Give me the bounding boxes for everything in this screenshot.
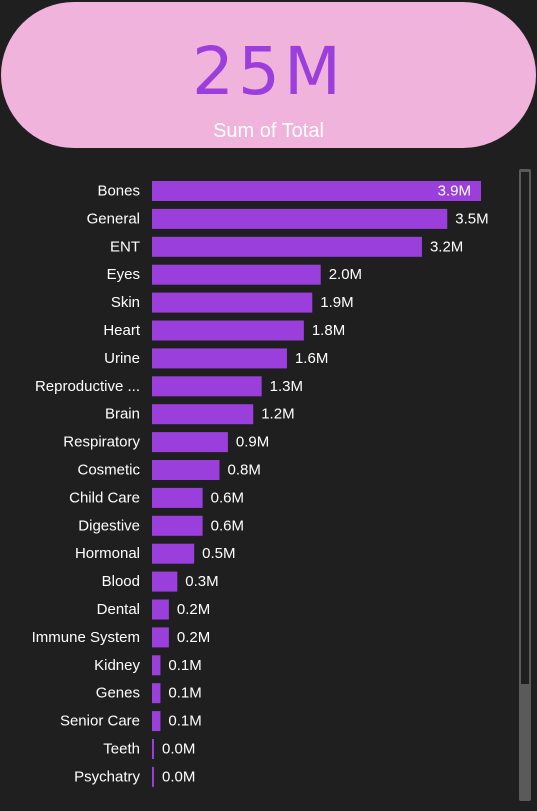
category-label: Immune System bbox=[32, 629, 140, 646]
bar[interactable] bbox=[152, 627, 169, 648]
value-label: 0.6M bbox=[211, 517, 244, 534]
bar-chart-container: Bones 3.9M General 3.5M ENT 3.2M Eyes 2.0M Skin 1… bbox=[0, 165, 537, 807]
category-label: Digestive bbox=[78, 517, 140, 534]
bar[interactable] bbox=[152, 264, 321, 285]
category-label: Reproductive ... bbox=[35, 378, 140, 395]
bar[interactable] bbox=[152, 683, 161, 704]
bar[interactable] bbox=[152, 711, 161, 732]
value-label: 1.3M bbox=[270, 378, 303, 395]
category-label: Hormonal bbox=[75, 545, 140, 562]
value-label: 0.5M bbox=[202, 545, 235, 562]
value-label: 0.0M bbox=[162, 741, 195, 758]
category-label: Senior Care bbox=[60, 713, 140, 730]
value-label: 3.2M bbox=[430, 238, 463, 255]
bar-chart: Bones 3.9M General 3.5M ENT 3.2M Eyes 2.0M Skin 1… bbox=[32, 181, 489, 787]
bar[interactable] bbox=[152, 376, 262, 397]
bar[interactable] bbox=[152, 181, 481, 201]
value-label: 0.2M bbox=[177, 629, 210, 646]
bar[interactable] bbox=[152, 432, 228, 453]
category-label: Heart bbox=[103, 322, 141, 339]
category-label: Skin bbox=[111, 294, 140, 311]
category-label: ENT bbox=[110, 238, 140, 255]
category-label: Blood bbox=[102, 573, 140, 590]
bar[interactable] bbox=[152, 515, 203, 536]
bar[interactable] bbox=[152, 292, 313, 313]
category-label: Respiratory bbox=[63, 434, 140, 451]
bar[interactable] bbox=[152, 487, 203, 508]
category-label: Cosmetic bbox=[77, 462, 140, 479]
value-label: 0.8M bbox=[227, 462, 260, 479]
bar[interactable] bbox=[152, 599, 169, 620]
category-label: Psychatry bbox=[74, 768, 140, 785]
scrollbar-thumb[interactable] bbox=[521, 172, 529, 684]
value-label: 0.9M bbox=[236, 434, 269, 451]
kpi-value: 25M bbox=[192, 33, 345, 110]
bar[interactable] bbox=[152, 543, 195, 564]
value-label: 1.2M bbox=[261, 406, 294, 423]
kpi-label: Sum of Total bbox=[213, 120, 324, 142]
value-label: 1.6M bbox=[295, 350, 328, 367]
value-label: 0.1M bbox=[168, 685, 201, 702]
category-label: Genes bbox=[96, 685, 140, 702]
category-label: Bones bbox=[97, 183, 140, 200]
bar[interactable] bbox=[152, 766, 154, 787]
category-label: Urine bbox=[104, 350, 140, 367]
bar[interactable] bbox=[152, 655, 161, 676]
bar[interactable] bbox=[152, 348, 287, 369]
category-label: General bbox=[87, 210, 140, 227]
value-label: 0.0M bbox=[162, 768, 195, 785]
value-label: 0.2M bbox=[177, 601, 210, 618]
bar[interactable] bbox=[152, 404, 254, 425]
value-label: 3.5M bbox=[455, 210, 488, 227]
bar[interactable] bbox=[152, 571, 178, 592]
bar[interactable] bbox=[152, 208, 448, 229]
value-label: 0.6M bbox=[211, 489, 244, 506]
value-label: 3.9M bbox=[438, 183, 471, 200]
category-label: Dental bbox=[97, 601, 140, 618]
category-label: Kidney bbox=[94, 657, 140, 674]
bar[interactable] bbox=[152, 460, 220, 480]
value-label: 0.1M bbox=[168, 657, 201, 674]
value-label: 0.1M bbox=[168, 713, 201, 730]
bar[interactable] bbox=[152, 739, 154, 759]
category-label: Eyes bbox=[107, 266, 140, 283]
kpi-card: 25M Sum of Total bbox=[1, 2, 536, 148]
category-label: Brain bbox=[105, 406, 140, 423]
value-label: 2.0M bbox=[329, 266, 362, 283]
value-label: 1.9M bbox=[320, 294, 353, 311]
value-label: 0.3M bbox=[185, 573, 218, 590]
bar[interactable] bbox=[152, 320, 304, 341]
bar[interactable] bbox=[152, 236, 422, 257]
category-label: Child Care bbox=[69, 489, 140, 506]
value-label: 1.8M bbox=[312, 322, 345, 339]
category-label: Teeth bbox=[103, 741, 140, 758]
